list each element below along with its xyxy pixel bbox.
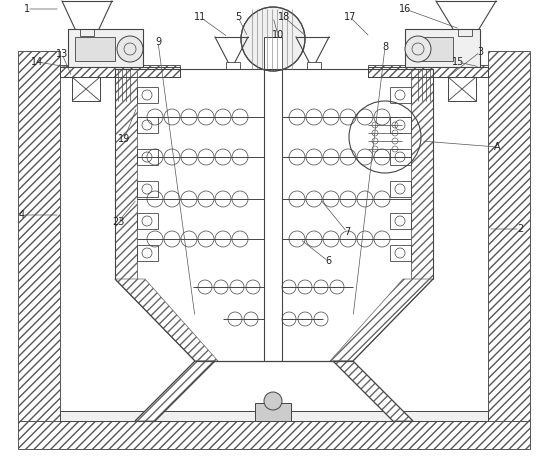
- Text: 18: 18: [278, 12, 290, 22]
- Bar: [264, 37, 282, 69]
- Text: 23: 23: [112, 217, 124, 227]
- Bar: [488, 51, 530, 421]
- Bar: [18, 51, 60, 421]
- Text: 7: 7: [344, 227, 350, 237]
- Bar: [60, 411, 488, 421]
- Bar: [458, 29, 472, 36]
- Bar: [226, 62, 240, 69]
- Text: 4: 4: [19, 210, 25, 220]
- Text: 17: 17: [344, 12, 356, 22]
- Bar: [68, 29, 143, 67]
- Text: 8: 8: [382, 42, 388, 52]
- Polygon shape: [115, 279, 218, 361]
- Text: 13: 13: [56, 49, 68, 59]
- Text: 10: 10: [272, 30, 284, 40]
- Bar: [368, 65, 488, 77]
- Text: 19: 19: [118, 134, 130, 144]
- Circle shape: [241, 7, 305, 71]
- Bar: [307, 62, 321, 69]
- Text: 6: 6: [325, 256, 331, 266]
- Polygon shape: [135, 361, 215, 421]
- Text: 9: 9: [155, 37, 161, 47]
- Bar: [60, 67, 180, 77]
- Text: 14: 14: [31, 57, 43, 67]
- Bar: [448, 77, 476, 101]
- Bar: [405, 29, 480, 67]
- Bar: [413, 37, 453, 61]
- Text: 3: 3: [477, 47, 483, 57]
- Bar: [255, 403, 291, 421]
- Bar: [80, 29, 94, 36]
- Text: 11: 11: [194, 12, 206, 22]
- Circle shape: [264, 392, 282, 410]
- Bar: [60, 65, 180, 77]
- Bar: [411, 69, 433, 279]
- Text: 15: 15: [452, 57, 464, 67]
- Polygon shape: [115, 69, 137, 279]
- Bar: [264, 69, 282, 361]
- Circle shape: [117, 36, 143, 62]
- Polygon shape: [330, 279, 433, 361]
- Bar: [72, 77, 100, 101]
- Text: A: A: [494, 142, 500, 152]
- Polygon shape: [411, 69, 433, 279]
- Text: 1: 1: [24, 4, 30, 14]
- Circle shape: [405, 36, 431, 62]
- Bar: [75, 37, 115, 61]
- Bar: [18, 421, 530, 449]
- Text: 2: 2: [517, 224, 523, 234]
- Bar: [368, 67, 488, 77]
- Polygon shape: [333, 361, 413, 421]
- Bar: [115, 69, 137, 279]
- Text: 5: 5: [235, 12, 241, 22]
- Text: 16: 16: [399, 4, 411, 14]
